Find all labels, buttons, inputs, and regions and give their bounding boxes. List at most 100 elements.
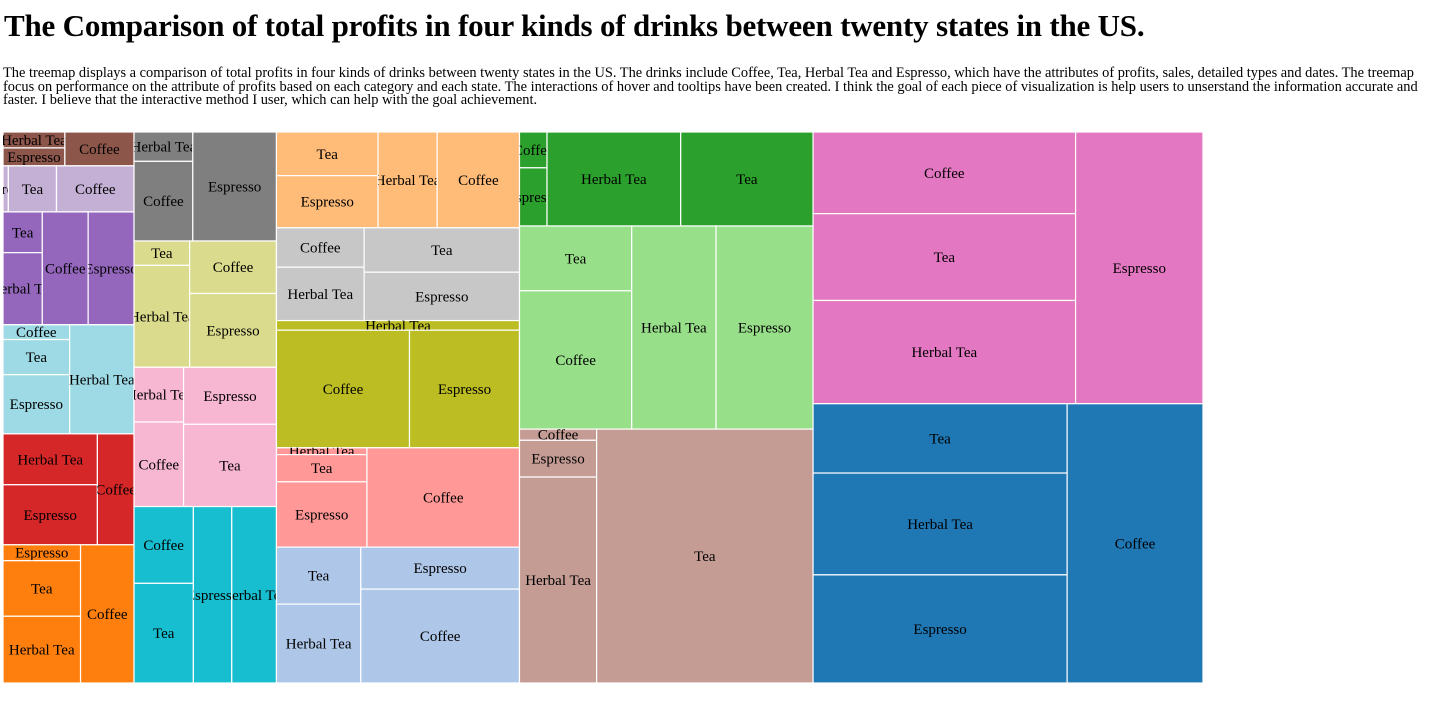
treemap-cell[interactable] bbox=[3, 560, 82, 617]
treemap-cell[interactable] bbox=[182, 366, 278, 425]
treemap-cell[interactable] bbox=[275, 175, 379, 229]
treemap-cell-label: Tea bbox=[31, 581, 53, 597]
treemap-cell[interactable] bbox=[3, 615, 82, 683]
treemap-cell[interactable] bbox=[518, 290, 633, 430]
treemap-cell[interactable] bbox=[408, 329, 521, 449]
treemap-cell-label: Herbal Tea bbox=[289, 444, 355, 460]
treemap-cell[interactable] bbox=[182, 423, 278, 508]
treemap-cell-label: Espresso bbox=[531, 452, 584, 468]
treemap-cell-label: Herbal Tea bbox=[3, 282, 56, 298]
treemap-cell[interactable] bbox=[812, 299, 1077, 405]
treemap-cell[interactable] bbox=[275, 481, 368, 548]
treemap-cell-label: Coffee bbox=[95, 482, 136, 498]
treemap-cell-label: Herbal Tea bbox=[131, 140, 197, 156]
treemap-cell[interactable] bbox=[363, 271, 521, 322]
treemap-cell[interactable] bbox=[1074, 132, 1203, 405]
treemap-cell-label: Coffee bbox=[423, 490, 464, 506]
treemap-cell-label: Coffee bbox=[87, 607, 128, 623]
treemap-cell-label: Espresso bbox=[415, 289, 468, 305]
treemap-cell-label: Espresso bbox=[203, 389, 256, 405]
treemap-cell-label: Tea bbox=[431, 243, 453, 259]
treemap[interactable]: Herbal TeaEspressoCoffeeEspressoTeaCoffe… bbox=[3, 132, 1203, 683]
treemap-cell-label: Espresso bbox=[301, 195, 354, 211]
treemap-cell[interactable] bbox=[680, 132, 814, 227]
treemap-cell[interactable] bbox=[812, 574, 1068, 683]
treemap-cell[interactable] bbox=[360, 588, 521, 683]
treemap-cell[interactable] bbox=[79, 544, 135, 683]
treemap-cell-label: Herbal Tea bbox=[3, 133, 67, 149]
treemap-cell-label: Tea bbox=[219, 458, 241, 474]
treemap-cell[interactable] bbox=[812, 472, 1068, 576]
treemap-cell[interactable] bbox=[1066, 403, 1203, 683]
treemap-cell-label: Espresso bbox=[186, 588, 239, 604]
treemap-cell-label: Herbal Tea bbox=[286, 637, 352, 653]
treemap-cell-label: Espresso bbox=[1113, 261, 1166, 277]
treemap-cell[interactable] bbox=[192, 132, 278, 242]
treemap-cell[interactable] bbox=[3, 338, 71, 376]
treemap-cell[interactable] bbox=[3, 433, 98, 486]
treemap-cell-label: Herbal Tea bbox=[287, 287, 353, 303]
treemap-cell[interactable] bbox=[596, 428, 814, 683]
treemap-cell[interactable] bbox=[518, 476, 598, 683]
treemap-cell[interactable] bbox=[360, 546, 521, 590]
treemap-cell[interactable] bbox=[133, 505, 194, 584]
treemap-cell-label: Herbal Tea bbox=[907, 517, 973, 533]
treemap-cell[interactable] bbox=[436, 132, 521, 229]
treemap-cell-label: Tea bbox=[308, 569, 330, 585]
treemap-cell[interactable] bbox=[715, 225, 814, 430]
treemap-cell-label: Espresso bbox=[738, 321, 791, 337]
treemap-cell[interactable] bbox=[133, 421, 185, 508]
treemap-cell[interactable] bbox=[3, 252, 43, 326]
treemap-cell[interactable] bbox=[546, 132, 682, 227]
treemap-cell[interactable] bbox=[192, 505, 233, 683]
treemap-cell-label: Espresso bbox=[295, 507, 348, 523]
treemap-cell-label: Coffee bbox=[16, 325, 57, 341]
treemap-cell-label: Tea bbox=[929, 431, 951, 447]
treemap-cell[interactable] bbox=[133, 240, 191, 266]
treemap-svg: Herbal TeaEspressoCoffeeEspressoTeaCoffe… bbox=[3, 132, 1203, 683]
treemap-cell-label: Tea bbox=[311, 461, 333, 477]
treemap-cell[interactable] bbox=[55, 165, 135, 213]
treemap-cell[interactable] bbox=[3, 484, 98, 546]
treemap-cell[interactable] bbox=[133, 264, 191, 368]
treemap-cell[interactable] bbox=[518, 167, 548, 227]
treemap-cell-label: Espresso bbox=[413, 561, 466, 577]
treemap-cell-label: Tea bbox=[22, 182, 44, 198]
treemap-cell[interactable] bbox=[133, 366, 185, 423]
treemap-cell-label: Tea bbox=[12, 225, 34, 241]
treemap-cell[interactable] bbox=[363, 227, 521, 273]
treemap-cell-label: Espresso bbox=[7, 150, 60, 166]
treemap-cell-label: Coffee bbox=[139, 457, 180, 473]
treemap-cell[interactable] bbox=[812, 403, 1068, 474]
treemap-cell[interactable] bbox=[275, 227, 365, 268]
treemap-cell[interactable] bbox=[7, 165, 58, 213]
treemap-cell-label: Coffee bbox=[555, 353, 596, 369]
treemap-cell[interactable] bbox=[231, 505, 278, 683]
treemap-cell-label: Herbal Tea bbox=[69, 372, 135, 388]
treemap-cell-label: Herbal Tea bbox=[911, 345, 977, 361]
treemap-cell-label: Coffee bbox=[924, 166, 965, 182]
treemap-cell[interactable] bbox=[275, 546, 362, 605]
treemap-cell-label: Coffee bbox=[1115, 536, 1156, 552]
treemap-cell-label: Tea bbox=[26, 350, 48, 366]
treemap-cell-label: Espresso bbox=[913, 622, 966, 638]
treemap-cell-label: Herbal Tea bbox=[221, 588, 287, 604]
treemap-cell[interactable] bbox=[812, 213, 1077, 302]
treemap-cell-label: Herbal Tea bbox=[365, 318, 431, 334]
treemap-cell[interactable] bbox=[87, 211, 135, 326]
treemap-cell[interactable] bbox=[133, 582, 194, 683]
treemap-cell-label: Tea bbox=[736, 172, 758, 188]
treemap-cell-label: Espresso bbox=[208, 179, 261, 195]
treemap-cell-label: Coffee bbox=[458, 173, 499, 189]
treemap-cell[interactable] bbox=[3, 374, 71, 435]
treemap-cell-label: Tea bbox=[694, 549, 716, 565]
treemap-cell[interactable] bbox=[69, 324, 135, 435]
treemap-cell-label: Coffee bbox=[143, 194, 184, 210]
treemap-cell-label: Tea bbox=[153, 626, 175, 642]
treemap-cell-label: Coffee bbox=[143, 538, 184, 554]
treemap-cell-label: Herbal Tea bbox=[9, 643, 75, 659]
treemap-cell-label: Coffee bbox=[513, 143, 554, 159]
treemap-cell-label: Coffee bbox=[538, 428, 579, 444]
treemap-cell[interactable] bbox=[189, 292, 278, 368]
treemap-cell-label: Coffee bbox=[300, 240, 341, 256]
